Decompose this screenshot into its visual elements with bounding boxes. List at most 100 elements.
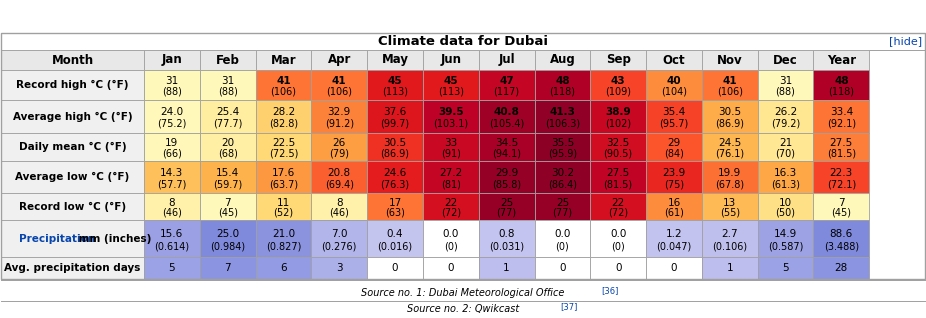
Text: (105.4): (105.4) [489, 119, 524, 129]
Text: 28: 28 [834, 263, 848, 273]
Text: 24.0: 24.0 [160, 107, 183, 117]
Text: (91.2): (91.2) [325, 119, 354, 129]
Text: 27.5: 27.5 [607, 168, 630, 178]
Bar [367, 100, 423, 133]
Bar [590, 100, 646, 133]
Text: (52): (52) [273, 207, 294, 218]
Text: (0.984): (0.984) [210, 242, 245, 252]
Bar [757, 50, 813, 70]
Bar [534, 100, 590, 133]
Bar [200, 70, 256, 100]
Bar [1, 161, 144, 193]
Text: (84): (84) [664, 148, 684, 158]
Text: (0): (0) [444, 242, 457, 252]
Bar [144, 70, 200, 100]
Bar [1, 220, 144, 257]
Text: 7: 7 [838, 198, 845, 208]
Text: 17: 17 [388, 198, 402, 208]
Text: (86.4): (86.4) [548, 179, 577, 189]
Bar [646, 70, 702, 100]
Text: (45): (45) [832, 207, 851, 218]
Text: (113): (113) [382, 86, 408, 97]
Text: (0.587): (0.587) [768, 242, 803, 252]
Text: 19: 19 [165, 138, 179, 149]
Bar [757, 133, 813, 161]
Text: 39.5: 39.5 [438, 107, 464, 117]
Bar [702, 161, 757, 193]
Bar [200, 257, 256, 279]
Bar [144, 100, 200, 133]
Text: Avg. precipitation days: Avg. precipitation days [5, 263, 141, 273]
Bar [757, 161, 813, 193]
Text: 20.8: 20.8 [328, 168, 351, 178]
Text: (81.5): (81.5) [827, 148, 856, 158]
Text: (92.1): (92.1) [827, 119, 856, 129]
Text: 2.7: 2.7 [721, 229, 738, 239]
Bar [423, 100, 479, 133]
Bar [144, 257, 200, 279]
Bar [1, 33, 925, 279]
Text: 41: 41 [722, 76, 737, 86]
Text: 0: 0 [670, 263, 677, 273]
Bar [590, 50, 646, 70]
Text: 0.0: 0.0 [554, 229, 570, 239]
Text: 16: 16 [668, 198, 681, 208]
Text: (57.7): (57.7) [157, 179, 186, 189]
Text: (0.106): (0.106) [712, 242, 747, 252]
Bar [757, 70, 813, 100]
Bar [757, 100, 813, 133]
Bar [423, 193, 479, 220]
Text: 40: 40 [667, 76, 682, 86]
Text: 32.5: 32.5 [607, 138, 630, 149]
Text: 43: 43 [611, 76, 625, 86]
Text: (0.047): (0.047) [657, 242, 692, 252]
Text: (118): (118) [829, 86, 855, 97]
Bar [144, 193, 200, 220]
Text: (106): (106) [270, 86, 296, 97]
Text: 33.4: 33.4 [830, 107, 853, 117]
Text: [hide]: [hide] [889, 37, 922, 46]
Bar [311, 257, 367, 279]
Bar [367, 133, 423, 161]
Bar [311, 161, 367, 193]
Bar [813, 133, 870, 161]
Text: Jul: Jul [498, 53, 515, 66]
Text: 6: 6 [281, 263, 287, 273]
Bar [479, 220, 534, 257]
Text: (94.1): (94.1) [492, 148, 521, 158]
Text: 31: 31 [779, 76, 792, 86]
Text: Average low °C (°F): Average low °C (°F) [16, 172, 130, 182]
Bar [423, 220, 479, 257]
Bar [813, 50, 870, 70]
Bar [479, 70, 534, 100]
Text: 32.9: 32.9 [328, 107, 351, 117]
Bar [702, 193, 757, 220]
Text: 0.0: 0.0 [610, 229, 626, 239]
Text: Apr: Apr [328, 53, 351, 66]
Text: Jan: Jan [161, 53, 182, 66]
Text: (69.4): (69.4) [325, 179, 354, 189]
Text: 24.5: 24.5 [719, 138, 742, 149]
Text: (77): (77) [496, 207, 517, 218]
Text: (68): (68) [218, 148, 238, 158]
Text: (75): (75) [664, 179, 684, 189]
Bar [367, 220, 423, 257]
Bar [144, 50, 200, 70]
Bar [144, 133, 200, 161]
Bar [1, 100, 144, 133]
Text: Feb: Feb [216, 53, 240, 66]
Text: (81): (81) [441, 179, 461, 189]
Text: (88): (88) [162, 86, 181, 97]
Text: (90.5): (90.5) [604, 148, 632, 158]
Text: 41.3: 41.3 [549, 107, 575, 117]
Bar [534, 70, 590, 100]
Text: (0.016): (0.016) [378, 242, 413, 252]
Text: 35.4: 35.4 [662, 107, 685, 117]
Text: 29: 29 [668, 138, 681, 149]
Text: 0: 0 [447, 263, 454, 273]
Bar [1, 133, 144, 161]
Text: (72): (72) [441, 207, 461, 218]
Bar [757, 257, 813, 279]
Text: (66): (66) [162, 148, 181, 158]
Text: Month: Month [52, 53, 94, 66]
